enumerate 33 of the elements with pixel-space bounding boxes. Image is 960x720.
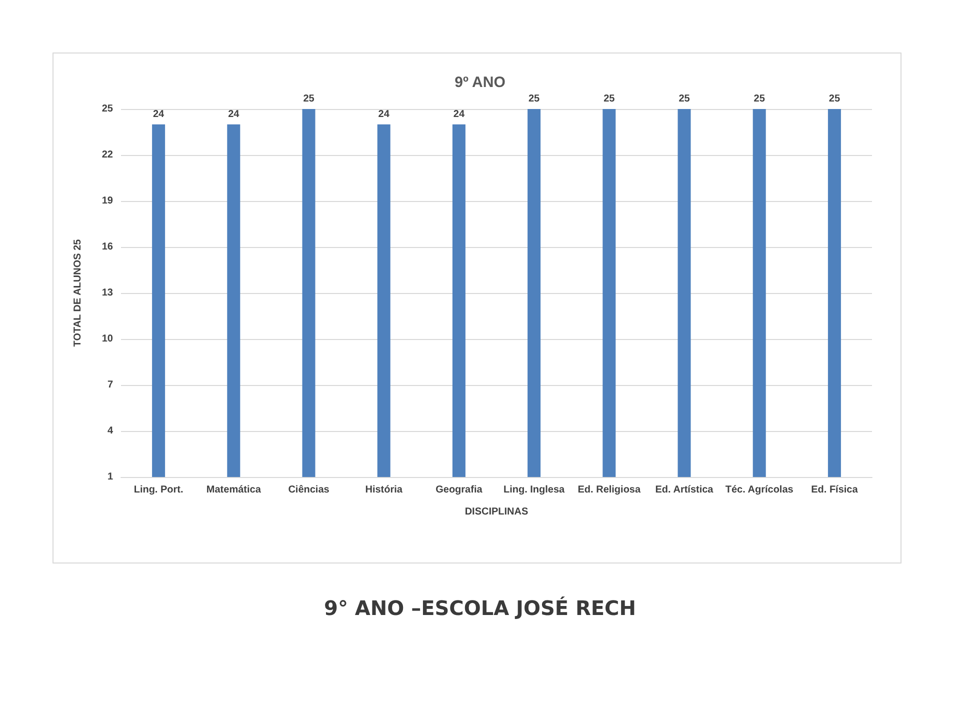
text: 9° ANO –ESCOLA JOSÉ RECH <box>324 596 636 620</box>
x-tick-label: Ling. Port. <box>134 484 184 496</box>
x-tick-label: Ed. Religiosa <box>578 484 641 496</box>
x-tick-label: Ciências <box>288 484 330 496</box>
y-tick-label: 22 <box>102 150 114 160</box>
data-label: 24 <box>228 108 240 120</box>
x-tick-label: Geografia <box>436 484 483 496</box>
y-tick-label: 1 <box>107 472 114 482</box>
x-tick-label: Matemática <box>206 484 262 496</box>
y-tick-label: 16 <box>102 242 114 252</box>
y-tick-label: 13 <box>102 288 114 298</box>
x-tick-label: Ed. Física <box>811 484 858 496</box>
data-label: 25 <box>303 94 315 104</box>
data-label: 24 <box>453 108 465 120</box>
x-tick-label: Ling. Inglesa <box>503 484 566 496</box>
data-label: 25 <box>678 94 690 104</box>
y-tick-label: 10 <box>102 334 114 344</box>
y-tick-label: 19 <box>102 196 114 206</box>
data-label: 25 <box>604 94 616 104</box>
data-label: 24 <box>152 108 165 120</box>
x-axis-title: DISCIPLINAS <box>464 506 528 518</box>
data-label: 25 <box>754 94 766 104</box>
data-label: 25 <box>828 94 840 104</box>
y-tick-label: 7 <box>107 380 114 390</box>
data-label: 24 <box>378 108 390 120</box>
data-label: 25 <box>528 94 540 104</box>
x-tick-label: História <box>365 484 403 496</box>
x-tick-label: Ed. Artística <box>655 484 714 496</box>
y-tick-label: 4 <box>107 426 114 436</box>
y-axis-title: TOTAL DE ALUNOS 25 <box>72 238 84 347</box>
chart-title: 9º ANO <box>454 74 506 91</box>
x-tick-label: Téc. Agrícolas <box>725 484 794 496</box>
y-tick-label: 25 <box>102 104 114 114</box>
